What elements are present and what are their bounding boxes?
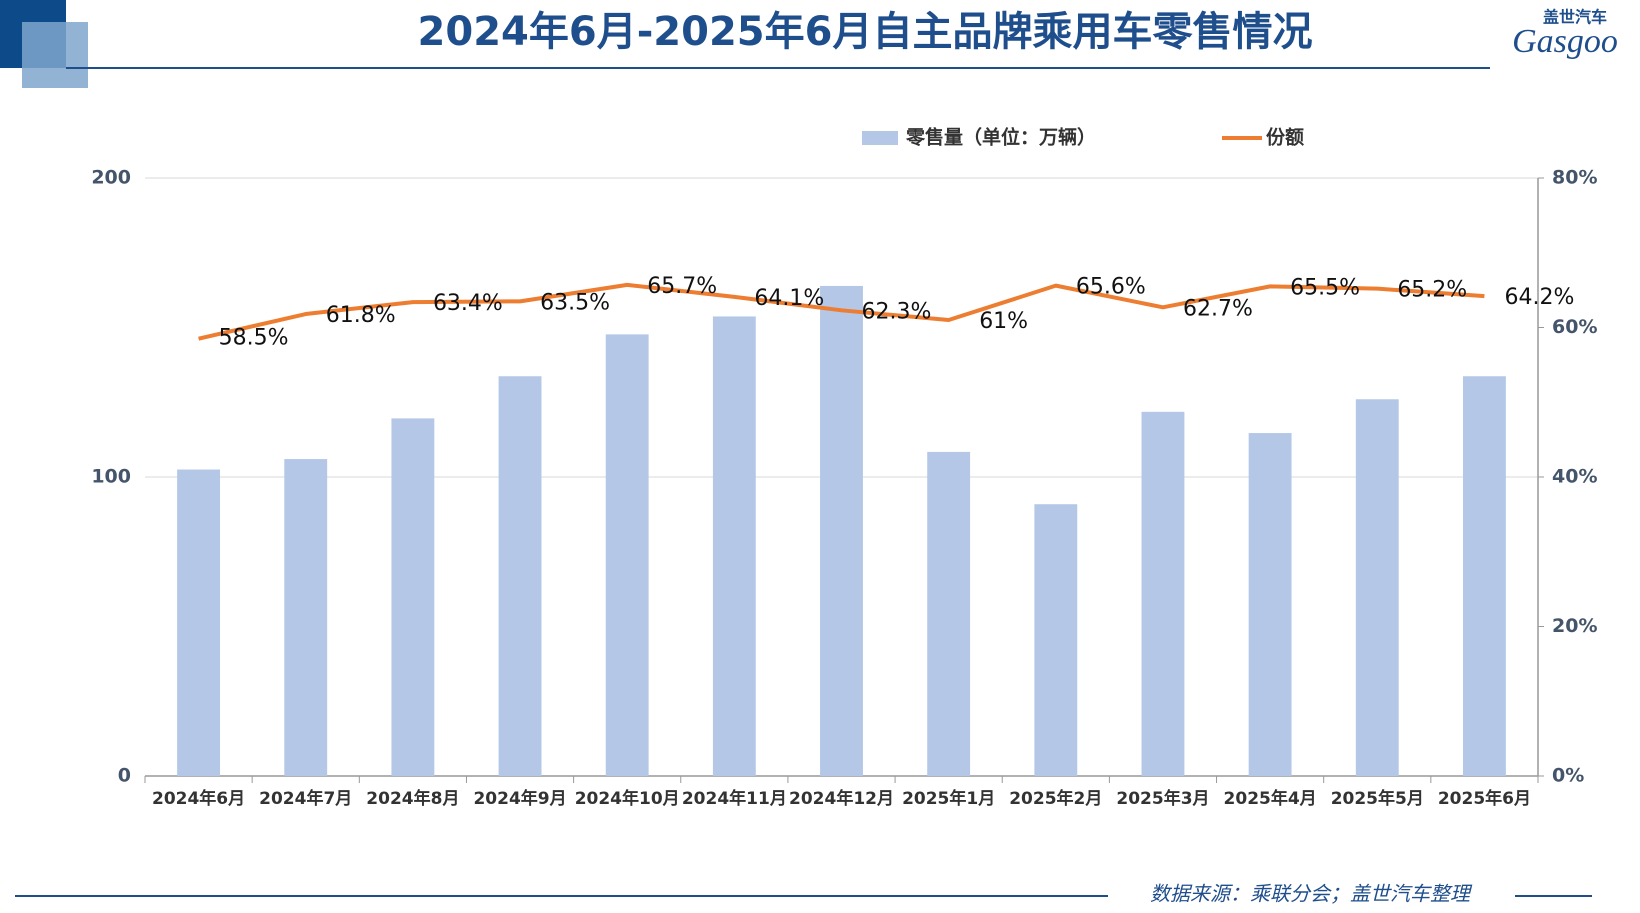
bar <box>1141 411 1185 776</box>
x-tick-label: 2025年3月 <box>1116 788 1209 809</box>
bar <box>1248 433 1292 776</box>
bar <box>284 459 328 776</box>
bar <box>391 418 435 776</box>
bar <box>927 451 971 776</box>
data-label: 61% <box>979 309 1028 334</box>
x-tick-label: 2024年12月 <box>789 788 894 809</box>
data-label: 62.7% <box>1183 296 1253 321</box>
x-tick-label: 2024年9月 <box>473 788 566 809</box>
x-tick-label: 2024年7月 <box>259 788 352 809</box>
bar <box>820 285 863 776</box>
data-label: 65.6% <box>1076 275 1146 300</box>
bar <box>1355 399 1399 776</box>
y2-tick-label: 0% <box>1552 765 1584 787</box>
y2-tick-label: 20% <box>1552 615 1597 637</box>
y-tick-label: 0 <box>118 765 131 787</box>
bar <box>177 469 221 776</box>
x-tick-label: 2024年10月 <box>575 788 680 809</box>
bar <box>712 316 756 776</box>
data-label: 58.5% <box>219 326 289 351</box>
bar <box>498 376 542 776</box>
y-tick-label: 100 <box>91 466 131 488</box>
bar <box>1462 376 1506 776</box>
logo-cn: 盖世汽车 <box>1543 8 1607 27</box>
y2-tick-label: 80% <box>1552 167 1597 189</box>
title: 2024年6月-2025年6月自主品牌乘用车零售情况 <box>418 9 1313 55</box>
legend-swatch <box>862 131 898 145</box>
x-tick-label: 2025年6月 <box>1438 788 1531 809</box>
y2-tick-label: 60% <box>1552 316 1597 338</box>
x-tick-label: 2024年8月 <box>366 788 459 809</box>
logo-en: Gasgoo <box>1512 23 1618 60</box>
data-label: 63.5% <box>540 290 610 315</box>
data-label: 65.2% <box>1397 278 1467 303</box>
data-label: 61.8% <box>326 303 396 328</box>
x-tick-label: 2025年2月 <box>1009 788 1102 809</box>
data-label: 64.1% <box>754 286 824 311</box>
data-label: 63.4% <box>433 291 503 316</box>
y-tick-label: 200 <box>91 167 131 189</box>
data-label: 64.2% <box>1504 285 1574 310</box>
header-block <box>22 22 88 88</box>
x-tick-label: 2025年1月 <box>902 788 995 809</box>
legend-label: 份额 <box>1266 126 1304 149</box>
y2-tick-label: 40% <box>1552 466 1597 488</box>
data-label: 65.5% <box>1290 275 1360 300</box>
data-label: 62.3% <box>862 299 932 324</box>
x-tick-label: 2024年11月 <box>682 788 787 809</box>
x-tick-label: 2025年4月 <box>1224 788 1317 809</box>
data-label: 65.7% <box>647 274 717 299</box>
x-tick-label: 2025年5月 <box>1331 788 1424 809</box>
source: 数据来源：乘联分会；盖世汽车整理 <box>1150 882 1473 906</box>
line <box>198 282 1485 341</box>
bar <box>1034 504 1078 776</box>
x-tick-label: 2024年6月 <box>152 788 245 809</box>
legend-label: 零售量（单位：万辆） <box>905 126 1096 149</box>
bar <box>605 334 649 776</box>
